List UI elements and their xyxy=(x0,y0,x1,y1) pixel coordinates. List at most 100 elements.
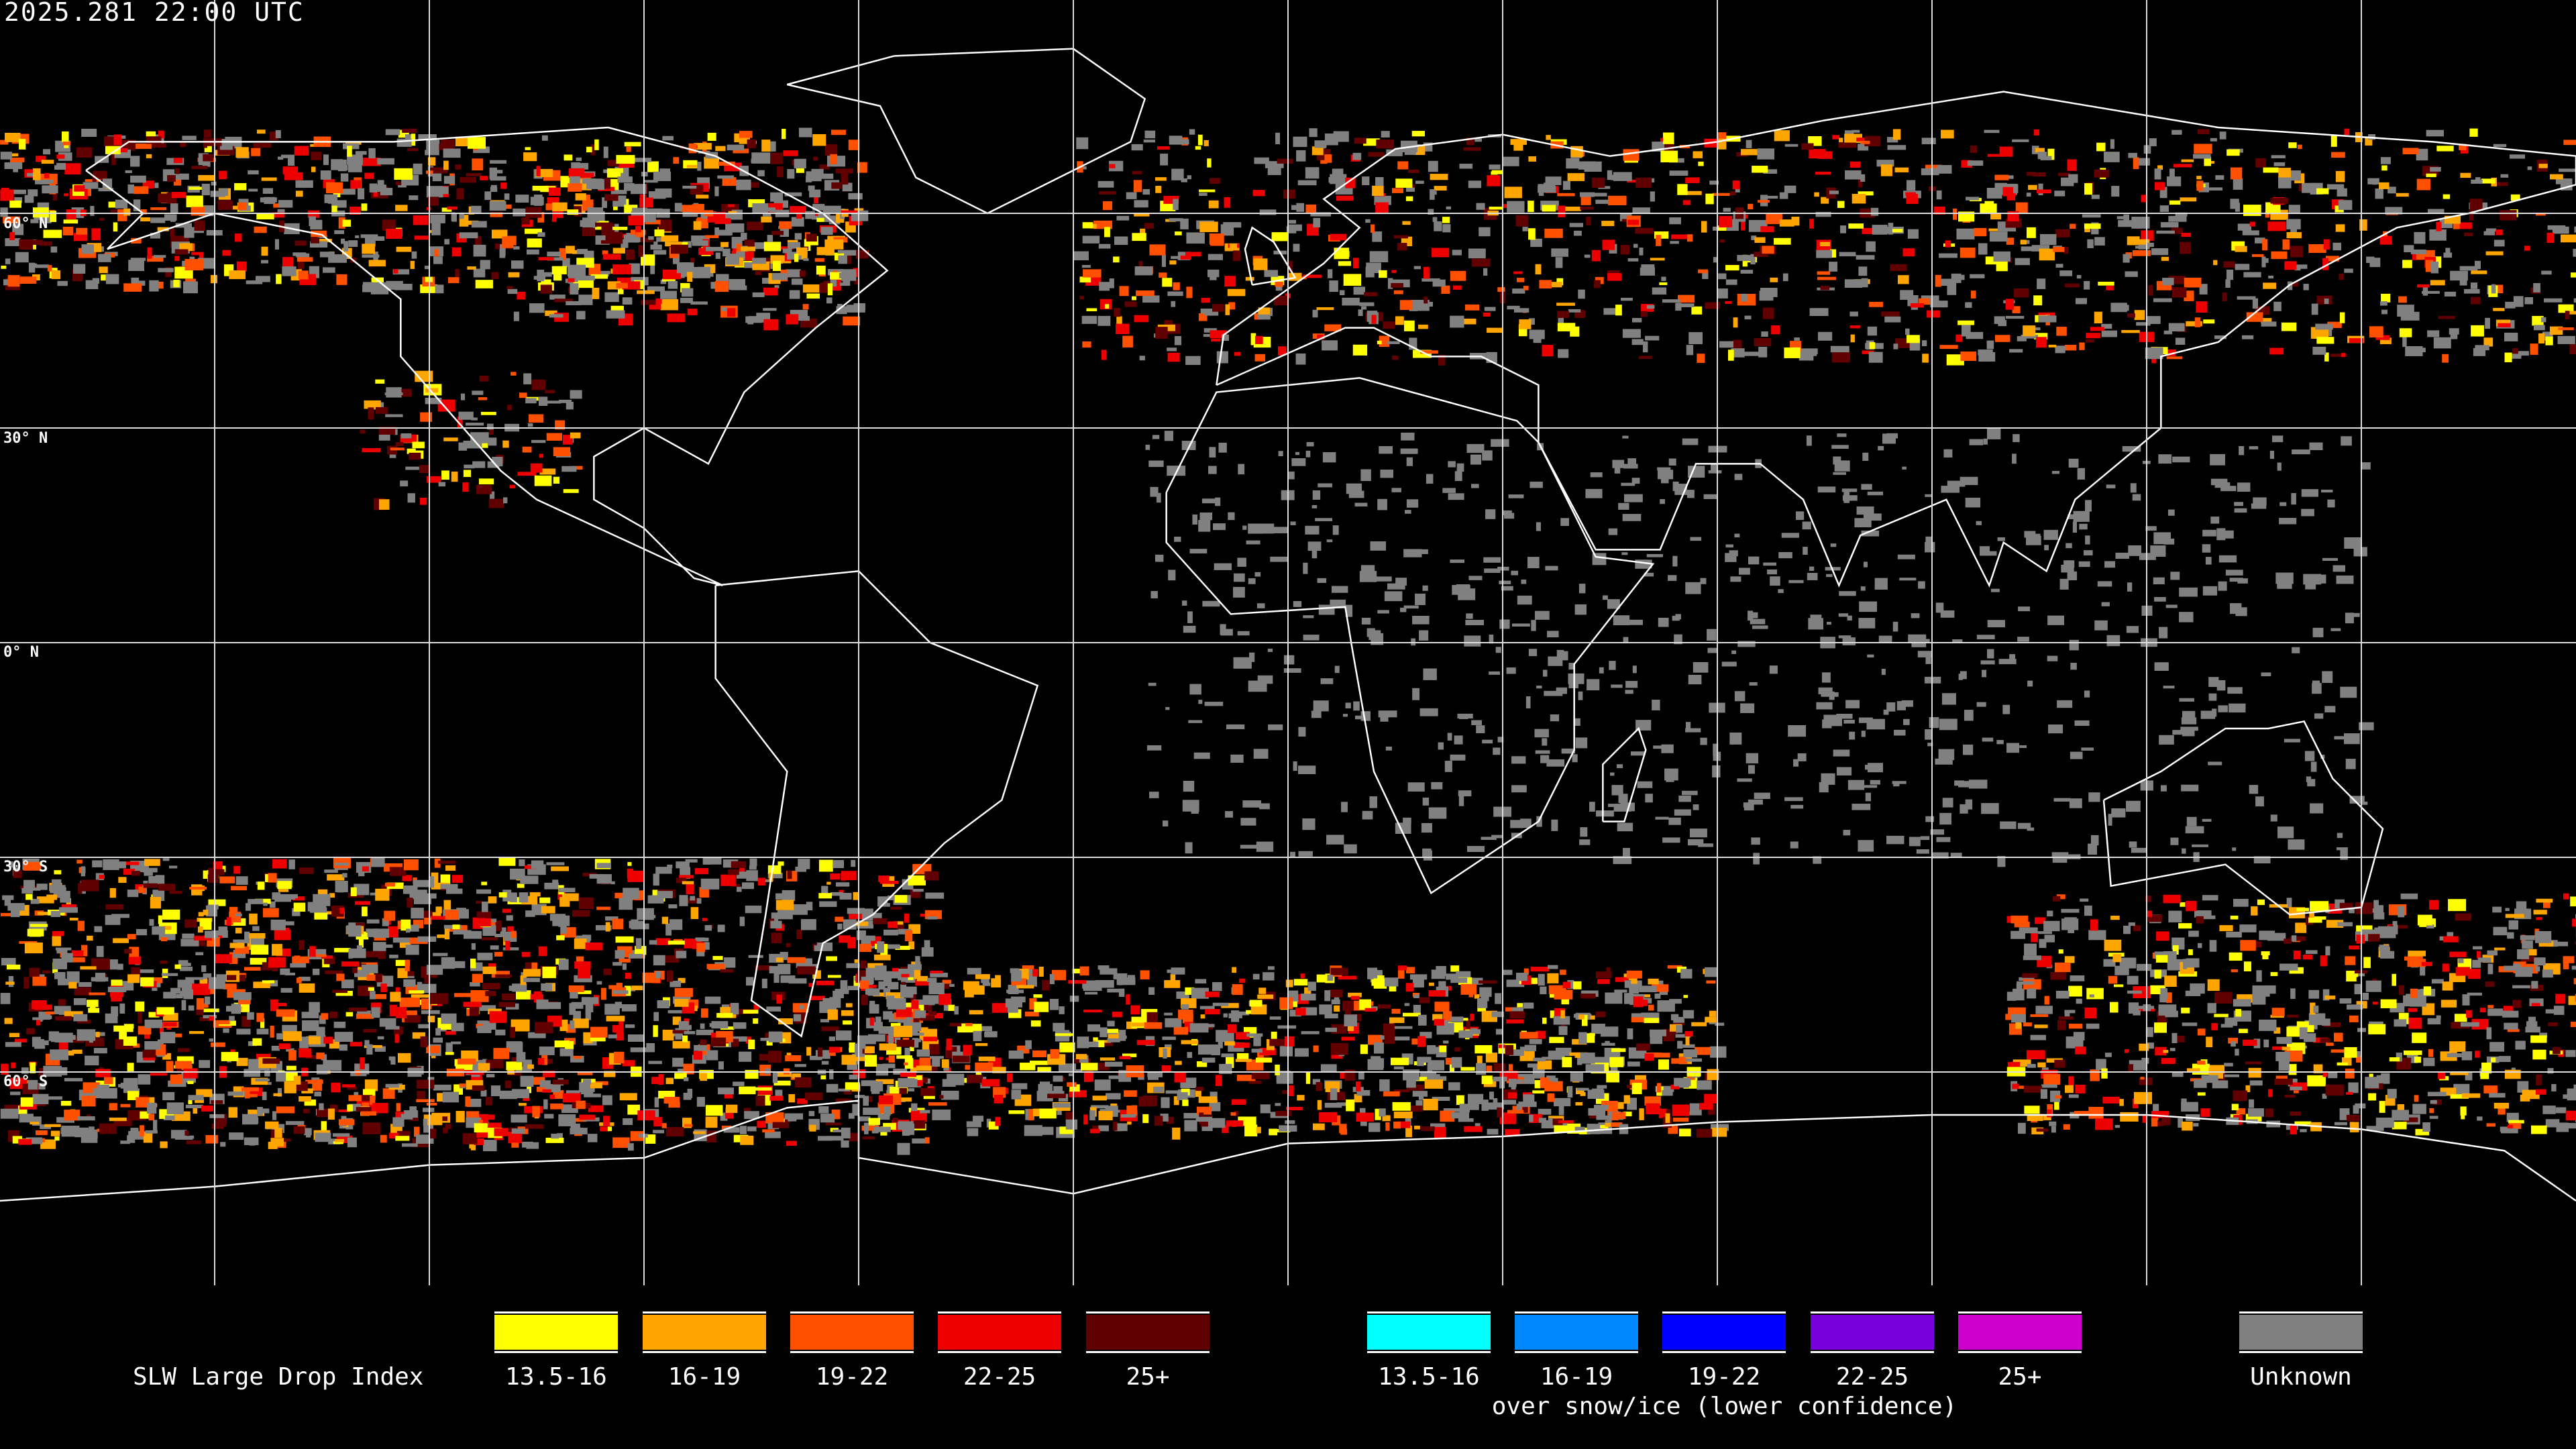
slw-pixel xyxy=(1766,213,1782,225)
slw-pixel xyxy=(1570,1073,1583,1082)
slw-pixel xyxy=(360,429,366,434)
slw-pixel xyxy=(1658,1059,1669,1070)
slw-pixel xyxy=(1574,310,1586,318)
slw-pixel xyxy=(378,499,390,510)
slw-pixel xyxy=(1644,1018,1660,1024)
slw-pixel xyxy=(1131,144,1143,151)
slw-pixel xyxy=(2517,351,2529,356)
slw-pixel xyxy=(1439,1045,1447,1057)
slw-pixel xyxy=(314,1091,322,1097)
slw-pixel xyxy=(2261,321,2277,327)
slw-pixel xyxy=(789,206,806,213)
slw-pixel xyxy=(188,1095,204,1101)
slw-pixel xyxy=(2186,321,2202,327)
slw-pixel xyxy=(775,957,784,963)
slw-pixel xyxy=(1409,1105,1423,1112)
slw-pixel xyxy=(668,904,678,909)
slw-pixel xyxy=(109,1103,117,1111)
slw-pixel xyxy=(538,397,543,401)
slw-pixel xyxy=(185,1104,203,1109)
slw-pixel xyxy=(2533,282,2540,292)
slw-pixel xyxy=(98,187,114,192)
slw-pixel xyxy=(382,1088,395,1099)
slw-pixel xyxy=(135,1001,145,1012)
slw-pixel xyxy=(616,983,623,991)
slw-pixel xyxy=(460,393,466,400)
slw-pixel xyxy=(1434,1019,1444,1026)
slw-pixel xyxy=(827,283,833,296)
slw-pixel xyxy=(1160,1114,1169,1122)
slw-pixel xyxy=(612,264,631,275)
slw-pixel xyxy=(1817,331,1833,341)
slw-pixel xyxy=(1187,175,1192,180)
slw-pixel xyxy=(287,154,295,166)
slw-pixel xyxy=(531,962,537,972)
slw-pixel xyxy=(1464,1126,1483,1132)
slw-pixel xyxy=(1580,994,1596,999)
slw-pixel xyxy=(816,980,835,985)
slw-pixel xyxy=(578,275,595,281)
slw-pixel xyxy=(1393,1121,1401,1129)
slw-pixel xyxy=(1961,160,1973,168)
slw-pixel xyxy=(320,170,331,180)
slw-pixel xyxy=(578,967,591,979)
slw-pixel xyxy=(1456,1095,1464,1106)
slw-pixel xyxy=(1169,218,1183,222)
slw-pixel xyxy=(1112,1012,1122,1018)
slw-pixel xyxy=(2494,182,2508,186)
slw-pixel xyxy=(433,1084,451,1091)
slw-pixel xyxy=(158,268,174,272)
slw-pixel xyxy=(182,281,198,294)
slw-pixel xyxy=(256,213,274,220)
slw-pixel xyxy=(600,1126,611,1132)
slw-pixel xyxy=(701,942,710,950)
slw-pixel xyxy=(366,974,383,981)
slw-pixel xyxy=(92,176,97,188)
slw-pixel xyxy=(1134,200,1148,208)
slw-pixel xyxy=(1,265,7,269)
slw-pixel xyxy=(1491,170,1503,174)
slw-pixel xyxy=(928,982,945,994)
slw-pixel xyxy=(1324,324,1342,331)
slw-pixel xyxy=(424,918,432,925)
slw-pixel xyxy=(2474,260,2481,270)
slw-pixel xyxy=(364,1040,370,1046)
slw-pixel xyxy=(61,131,69,142)
slw-pixel xyxy=(1605,1120,1611,1127)
slw-pixel xyxy=(519,392,527,398)
slw-pixel xyxy=(757,877,765,886)
slw-pixel xyxy=(1395,178,1413,188)
slw-pixel xyxy=(540,284,552,294)
slw-pixel xyxy=(877,941,884,953)
slw-pixel xyxy=(191,166,208,170)
slw-pixel xyxy=(205,1135,218,1144)
slw-pixel xyxy=(647,161,659,172)
slw-pixel xyxy=(2024,239,2030,244)
slw-pixel xyxy=(1705,302,1721,309)
slw-pixel xyxy=(93,1048,107,1054)
slw-pixel xyxy=(1558,1104,1564,1116)
slw-pixel xyxy=(781,129,786,140)
slw-pixel xyxy=(2438,316,2455,319)
slw-pixel xyxy=(869,1004,879,1014)
slw-pixel xyxy=(2442,354,2449,363)
slw-pixel xyxy=(1558,205,1566,217)
slw-pixel xyxy=(1379,1108,1386,1117)
slw-pixel xyxy=(1554,1125,1568,1133)
slw-pixel xyxy=(2493,144,2507,148)
slw-pixel xyxy=(1155,177,1167,181)
slw-pixel xyxy=(72,264,86,274)
slw-pixel xyxy=(1293,244,1300,252)
slw-pixel xyxy=(1851,193,1866,204)
slw-pixel xyxy=(1402,1012,1421,1017)
slw-pixel xyxy=(1424,1079,1444,1089)
slw-pixel xyxy=(1544,228,1563,238)
slw-pixel xyxy=(848,140,860,150)
slw-pixel xyxy=(1538,973,1545,986)
slw-pixel xyxy=(170,987,181,994)
slw-pixel xyxy=(2422,284,2428,296)
slw-pixel xyxy=(1626,1085,1637,1089)
slw-pixel xyxy=(2145,347,2163,360)
slw-pixel xyxy=(56,162,66,170)
slw-pixel xyxy=(207,904,219,910)
